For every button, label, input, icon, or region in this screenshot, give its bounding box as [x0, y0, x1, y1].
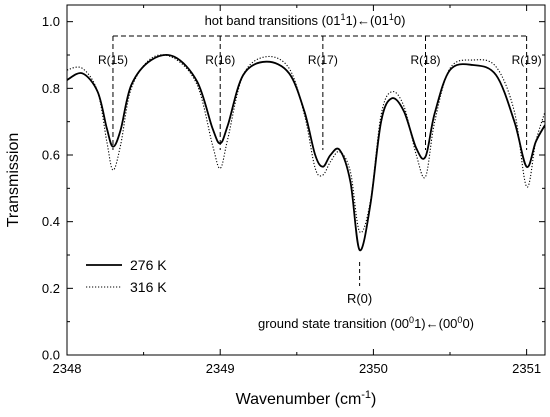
series-line-316k: [67, 54, 545, 234]
x-tick-label: 2348: [53, 361, 82, 376]
hot-band-line-label: R(18): [410, 53, 440, 67]
legend-label: 316 K: [130, 279, 167, 295]
y-tick-label: 0.0: [42, 348, 60, 363]
plot-frame: [66, 4, 546, 356]
y-tick-label: 0.4: [42, 214, 60, 229]
axis-ticks: 2348 2349 2350 2351 0.0 0.2 0.4 0.6 0.8 1.0: [42, 5, 545, 376]
series-layer: [67, 54, 545, 251]
series-line-276k: [67, 54, 545, 251]
legend-label: 276 K: [130, 257, 167, 273]
plot-border: [66, 4, 546, 356]
axis-titles: Wavenumber (cm-1) Transmission: [5, 133, 376, 408]
y-axis-title: Transmission: [5, 133, 22, 228]
ground-line-label: R(0): [347, 291, 372, 306]
ground-state-title: ground state transition (0001)←(0000): [258, 315, 474, 331]
x-tick-label: 2350: [359, 361, 388, 376]
hot-band-line-label: R(16): [205, 53, 235, 67]
y-tick-label: 0.2: [42, 281, 60, 296]
x-tick-label: 2351: [512, 361, 541, 376]
hot-band-line-label: R(17): [308, 53, 338, 67]
y-tick-label: 0.6: [42, 148, 60, 163]
y-tick-label: 1.0: [42, 14, 60, 29]
annotation-layer: R(15) R(16) R(17) R(18) R(19) hot band transi…: [98, 12, 542, 331]
legend: 276 K 316 K: [86, 257, 167, 295]
hot-band-line-label: R(15): [98, 53, 128, 67]
hot-band-title: hot band transitions (0111)←(0110): [205, 12, 406, 28]
y-tick-label: 0.8: [42, 81, 60, 96]
x-axis-title: Wavenumber (cm-1): [236, 389, 377, 408]
x-tick-label: 2349: [206, 361, 235, 376]
hot-band-line-label: R(19): [512, 53, 542, 67]
